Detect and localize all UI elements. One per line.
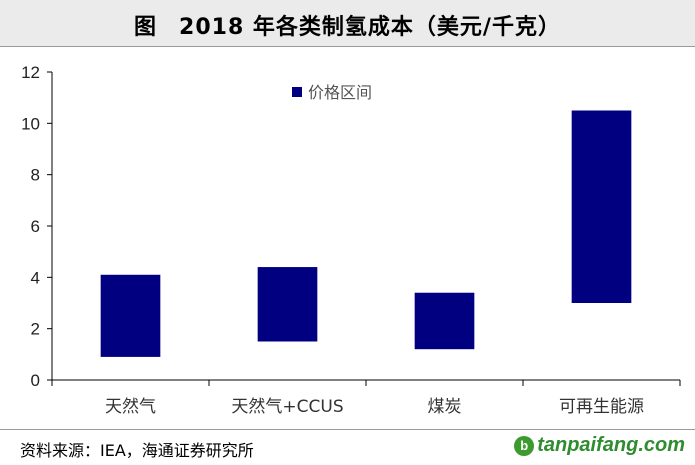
chart: 0 2 4 6 8 10 12 天然气 天然气+CCUS 煤炭 可再生能源 价格区间 [21, 63, 681, 417]
title-bar: 图 2018 年各类制氢成本（美元/千克） [0, 0, 695, 47]
bar-1 [257, 267, 318, 342]
y-axis: 0 2 4 6 8 10 12 [21, 63, 53, 390]
bars [100, 110, 632, 357]
figure-label: 图 [134, 15, 158, 40]
x-tick-label: 天然气 [105, 397, 156, 417]
y-tick-label: 10 [21, 114, 40, 133]
x-tick-label: 煤炭 [428, 397, 462, 417]
y-tick-label: 12 [21, 63, 40, 82]
watermark: b tanpaifang.com [514, 434, 685, 457]
brand-text: tanpaifang.com [537, 434, 685, 456]
leaf-logo-icon: b [514, 435, 535, 456]
x-tick-label: 可再生能源 [559, 397, 644, 417]
bar-0 [100, 274, 161, 357]
x-axis [51, 379, 681, 386]
legend: 价格区间 [292, 83, 372, 102]
y-tick-label: 0 [31, 371, 40, 390]
legend-swatch [292, 87, 302, 97]
x-tick-label: 天然气+CCUS [231, 397, 343, 417]
chart-title: 图 2018 年各类制氢成本（美元/千克） [0, 9, 695, 41]
bar-2 [414, 292, 475, 350]
y-tick-label: 6 [31, 217, 40, 236]
y-tick-label: 2 [31, 320, 40, 339]
bar-3 [571, 110, 632, 303]
legend-label: 价格区间 [308, 83, 372, 102]
x-labels: 天然气 天然气+CCUS 煤炭 可再生能源 [105, 397, 644, 417]
footer: 资料来源：IEA，海通证券研究所 b tanpaifang.com [0, 429, 695, 465]
y-tick-label: 8 [31, 166, 40, 185]
source-text: 资料来源：IEA，海通证券研究所 [20, 441, 254, 460]
title-text: 2018 年各类制氢成本（美元/千克） [179, 15, 561, 40]
y-tick-label: 4 [31, 268, 40, 287]
